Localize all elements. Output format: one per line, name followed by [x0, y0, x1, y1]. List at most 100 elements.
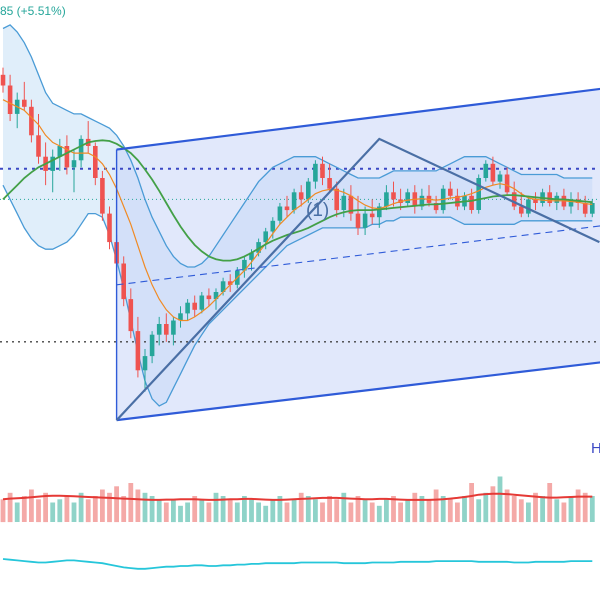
candle-body: [78, 138, 84, 161]
volume-bar: [334, 499, 340, 523]
volume-bar: [497, 476, 503, 522]
candle-body: [249, 252, 254, 260]
volume-bar: [107, 492, 112, 523]
volume-bar: [391, 496, 396, 522]
candle-body: [135, 331, 141, 371]
candle-body: [149, 334, 155, 357]
volume-bar: [270, 499, 276, 523]
volume-bar: [149, 496, 155, 522]
candle-body: [142, 356, 148, 371]
volume-bar: [50, 502, 56, 522]
candle-body: [220, 281, 226, 292]
volume-bar: [192, 496, 198, 522]
volume-bar: [376, 505, 382, 523]
candle-body: [362, 213, 368, 228]
volume-bar: [526, 502, 531, 522]
candle-body: [284, 206, 290, 211]
volume-bar: [369, 502, 375, 522]
volume-bar: [85, 499, 91, 523]
oscillator-pane: [2, 558, 593, 570]
volume-bar: [249, 499, 254, 523]
candle-body: [405, 192, 410, 203]
candle-body: [227, 281, 233, 285]
volume-bar: [305, 496, 311, 522]
candle-body: [242, 259, 247, 271]
volume-bar: [348, 502, 354, 522]
volume-bar: [455, 502, 460, 522]
candle-body: [511, 192, 517, 207]
volume-bar: [43, 492, 48, 523]
candle-body: [306, 181, 311, 200]
volume-bar: [284, 502, 290, 522]
candle-body: [504, 174, 510, 193]
volume-bar: [483, 492, 489, 523]
candle-body: [455, 195, 460, 207]
volume-bar: [242, 496, 247, 522]
volume-pane: [0, 476, 595, 523]
volume-moving-average: [2, 492, 593, 501]
edge-label: H: [591, 440, 600, 457]
volume-bar: [163, 502, 169, 522]
candle-body: [22, 99, 27, 107]
volume-bar: [554, 499, 560, 523]
candle-body: [206, 295, 212, 300]
volume-bar: [220, 496, 226, 522]
candle-body: [36, 135, 41, 157]
wave-pattern[interactable]: [115, 137, 600, 421]
volume-bar: [575, 489, 581, 522]
bollinger-upper-line: [2, 24, 593, 268]
volume-bar: [185, 502, 190, 522]
volume-bar: [469, 483, 474, 522]
candle-body: [327, 178, 332, 189]
candle-body: [476, 178, 481, 210]
volume-bar: [533, 492, 538, 523]
volume-bar: [263, 505, 269, 523]
volume-bar: [156, 499, 162, 523]
moving-averages: [2, 99, 593, 322]
volume-bar: [426, 499, 432, 523]
volume-bar: [213, 492, 219, 523]
volume-bar: [256, 502, 261, 522]
candle-body: [156, 324, 162, 335]
candle-body: [384, 192, 389, 207]
volume-bar: [462, 496, 467, 522]
volume-bar: [14, 502, 20, 522]
volume-bar: [419, 496, 425, 522]
candle-body: [50, 156, 55, 171]
candle-body: [291, 192, 297, 211]
candle-body: [448, 188, 453, 196]
trend-channel[interactable]: [115, 75, 600, 422]
candle-body: [93, 146, 98, 178]
moving-average-fast: [2, 99, 593, 322]
volume-bar: [547, 483, 553, 522]
volume-bar: [36, 499, 41, 523]
volume-bar: [490, 486, 496, 523]
volume-bar: [504, 489, 510, 522]
volume-bar: [405, 499, 411, 523]
candle-body: [277, 206, 283, 221]
channel-midline: [116, 225, 600, 286]
volume-bar: [142, 492, 148, 523]
volume-bar: [92, 496, 98, 522]
candle-body: [590, 203, 595, 214]
volume-bar: [341, 492, 347, 523]
volume-bar: [29, 489, 34, 522]
volume-bar: [298, 492, 304, 523]
volume-bar: [277, 496, 283, 522]
volume-bar: [171, 499, 176, 523]
candle-body: [57, 146, 63, 157]
volume-bar: [7, 492, 13, 523]
candle-body: [256, 242, 261, 253]
candle-body: [313, 163, 318, 182]
volume-bar: [114, 486, 119, 523]
candle-body: [497, 174, 503, 182]
volume-bar: [582, 492, 588, 523]
oscillator-line: [2, 558, 593, 570]
volume-bar: [561, 502, 567, 522]
wave-line: [115, 137, 600, 421]
candle-body: [568, 199, 574, 207]
candle-body: [377, 206, 382, 218]
volume-bar: [476, 499, 482, 523]
candle-body: [185, 302, 190, 314]
